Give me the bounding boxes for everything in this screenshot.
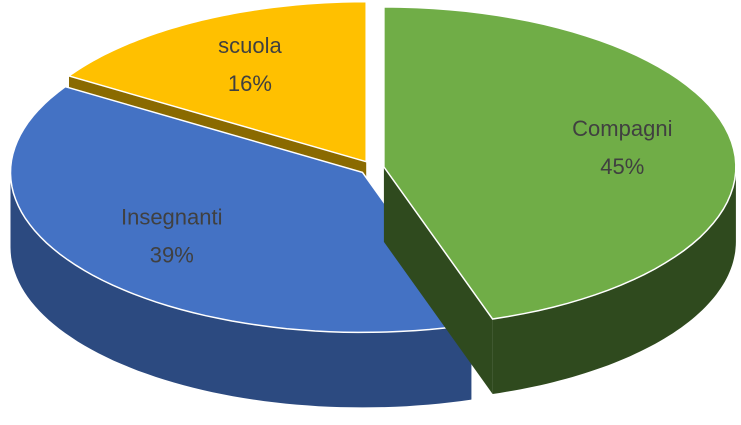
- slice-value-label: 16%: [228, 71, 272, 96]
- slice-side: [492, 166, 736, 394]
- slice-side: [10, 172, 472, 408]
- slice-label: scuola: [218, 33, 282, 58]
- slice-label: Insegnanti: [121, 204, 223, 229]
- slice-value-label: 39%: [150, 242, 194, 267]
- slice-label: Compagni: [572, 116, 672, 141]
- slice-value-label: 45%: [600, 154, 644, 179]
- slice: [9, 85, 473, 334]
- slice: [67, 0, 367, 163]
- slice-face: [383, 166, 493, 394]
- slice: [383, 6, 737, 320]
